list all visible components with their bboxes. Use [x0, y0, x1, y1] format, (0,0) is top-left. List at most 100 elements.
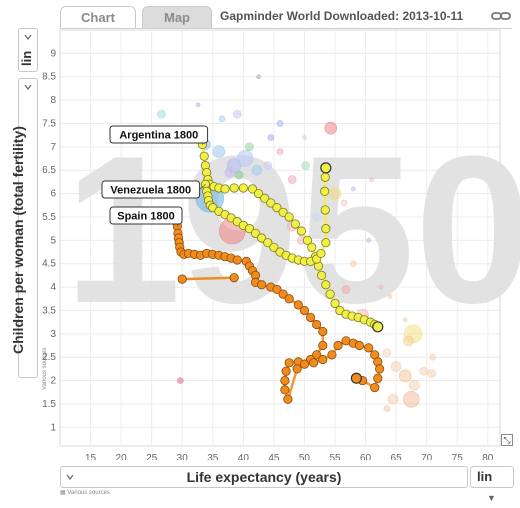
argentina-trail-point: [220, 184, 230, 194]
chevron-down-icon: ▼: [487, 493, 496, 503]
argentina-trail-point: [296, 226, 306, 236]
spain-trail-point: [283, 394, 293, 404]
spain-trail-point: [299, 359, 310, 369]
expand-icon[interactable]: ⤡: [501, 434, 513, 446]
spain-trail-point: [232, 255, 242, 265]
country-bubble: [390, 361, 402, 372]
argentina-trail-point: [284, 212, 294, 222]
x-tick-label: 75: [452, 453, 464, 460]
y-tick-label: 6: [50, 189, 56, 200]
country-bubble: [341, 285, 351, 294]
y-tick-label: 4.5: [42, 259, 56, 270]
spain-trail-point: [299, 305, 310, 316]
link-icon[interactable]: [491, 9, 511, 23]
venezuela-trail-point: [320, 172, 330, 182]
x-tick-label: 50: [299, 453, 311, 460]
y-scale-selector[interactable]: lin: [18, 28, 38, 72]
spain-trail-point: [312, 350, 322, 360]
venezuela-trail-point: [320, 205, 330, 215]
venezuela-current-point: [320, 162, 332, 174]
country-bubble: [387, 294, 393, 299]
country-bubble: [383, 405, 391, 412]
spain-trail-segment: [182, 276, 235, 281]
country-bubble: [402, 317, 408, 323]
argentina-trail-point: [321, 280, 331, 290]
country-bubble: [301, 161, 310, 170]
y-tick-label: 3: [50, 329, 56, 340]
x-tick-label: 25: [146, 453, 158, 460]
country-bubble: [366, 238, 371, 243]
country-bubble: [328, 187, 342, 200]
x-axis-sources[interactable]: ▦ Various sources: [60, 490, 110, 496]
country-bubble: [157, 109, 166, 119]
y-tick-label: 7.5: [42, 118, 56, 129]
x-tick-label: 40: [238, 453, 250, 460]
country-bubble: [232, 109, 242, 119]
venezuela-trail-point: [320, 186, 330, 196]
spain-trail-point: [229, 273, 239, 283]
y-tick-label: 8.5: [42, 72, 56, 83]
y-indicator-selector[interactable]: [18, 78, 38, 378]
country-bubble: [378, 284, 384, 290]
country-bubble: [218, 115, 226, 123]
country-bubble: [409, 379, 420, 391]
country-bubble: [234, 170, 244, 180]
venezuela-trail-point: [321, 238, 331, 248]
country-bubble: [236, 150, 254, 167]
x-tick-label: 60: [360, 453, 372, 460]
x-tick-label: 65: [391, 453, 403, 460]
argentina-label-box: [109, 125, 209, 144]
x-tick-label: 45: [268, 453, 280, 460]
spain-trail-point: [312, 319, 322, 330]
year-watermark: 1950: [64, 112, 520, 347]
country-bubble: [387, 393, 399, 405]
argentina-label: Argentina 1800: [119, 130, 198, 142]
venezuela-trail-point: [244, 224, 255, 234]
spain-trail-point: [278, 289, 288, 299]
spain-trail-point: [333, 340, 343, 351]
country-bubble: [245, 142, 254, 152]
spain-trail-point: [354, 340, 365, 351]
y-tick-label: 3.5: [42, 305, 56, 316]
country-bubble: [287, 175, 297, 184]
argentina-trail-point: [290, 219, 300, 229]
country-bubble: [263, 161, 273, 170]
tab-chart[interactable]: Chart: [60, 6, 136, 28]
venezuela-trail-point: [250, 228, 261, 238]
country-bubble: [350, 260, 357, 268]
spain-trail-point: [364, 343, 374, 353]
venezuela-trail-point: [316, 248, 326, 259]
argentina-trail-point: [302, 235, 313, 245]
country-bubble: [382, 348, 392, 357]
country-bubble: [340, 199, 348, 207]
chevron-down-icon: [24, 84, 32, 90]
x-indicator-selector[interactable]: [60, 466, 468, 488]
country-bubble: [324, 121, 338, 135]
argentina-trail-point: [229, 183, 239, 193]
y-tick-label: 5: [50, 235, 56, 246]
country-bubble: [267, 134, 275, 141]
tab-map[interactable]: Map: [142, 6, 212, 28]
spain-label: Spain 1800: [117, 211, 174, 223]
y-tick-label: 2: [50, 376, 56, 387]
spain-trail-point: [284, 294, 294, 304]
country-bubble: [419, 366, 428, 376]
x-scale-selector[interactable]: lin ▼: [470, 466, 514, 503]
country-bubble: [403, 335, 414, 347]
x-tick-label: 55: [329, 453, 341, 460]
argentina-trail-point: [307, 242, 317, 252]
chevron-down-icon: [24, 34, 32, 40]
country-bubble: [177, 377, 184, 384]
spain-label-box: [109, 206, 183, 225]
spain-trail-point: [327, 350, 337, 360]
x-tick-label: 35: [207, 453, 219, 460]
argentina-trail-point: [325, 289, 335, 299]
argentina-trail-point: [330, 298, 340, 309]
y-tick-label: 2.5: [42, 352, 56, 363]
venezuela-label: Venezuela 1800: [110, 185, 191, 197]
country-bubble: [256, 74, 261, 80]
x-scale-label: lin: [477, 469, 493, 484]
spain-trail-point: [281, 366, 291, 376]
country-bubble: [251, 164, 263, 176]
